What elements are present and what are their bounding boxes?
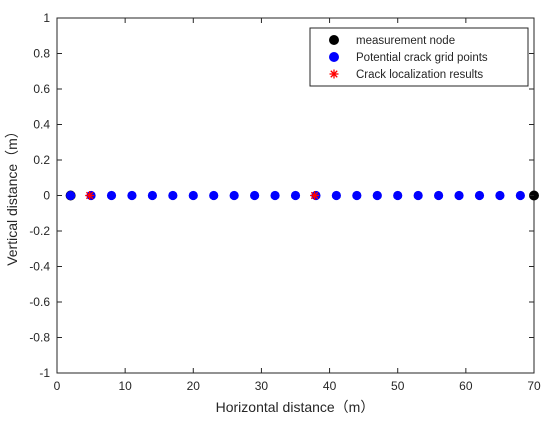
x-tick-label: 40 [323,379,337,393]
x-tick-label: 50 [391,379,405,393]
data-point [106,190,117,201]
legend-label: Potential crack grid points [356,52,488,64]
y-tick-label: -0.2 [29,224,50,238]
y-tick-label: 0.6 [33,82,50,96]
data-point [454,190,464,201]
data-point [270,190,280,201]
y-axis: -1 -0.8 -0.6 -0.4 -0.2 0 0.2 0.4 0.6 0.8 1 [29,11,534,380]
data-point [495,190,505,201]
legend: measurement node Potential crack grid poi… [309,27,529,87]
legend-box [309,27,529,87]
data-marks [65,190,539,201]
data-point [310,191,320,200]
x-tick-label: 0 [54,379,61,393]
data-point [66,190,76,201]
data-point [250,190,260,201]
y-tick-label: 0 [43,189,50,203]
data-point [372,190,382,201]
y-tick-label: -0.8 [29,331,50,345]
legend-marker [329,35,339,45]
data-point [434,190,444,201]
x-axis-title: Horizontal distance（m） [216,399,375,415]
legend-marker [329,52,339,62]
x-axis: 0 10 20 30 40 50 60 70 [54,18,541,393]
x-tick-label: 60 [459,379,473,393]
data-point [188,190,198,201]
y-axis-title: Vertical distance（m） [4,124,20,266]
y-tick-label: 0.8 [33,47,50,61]
data-point [209,190,219,201]
y-tick-label: 0.2 [33,153,50,167]
data-point [413,190,423,201]
series-1 [66,190,525,201]
data-point [393,190,403,201]
data-point [127,190,137,201]
data-point [352,190,362,201]
legend-label: measurement node [356,35,455,47]
data-point [331,190,341,201]
x-tick-label: 30 [255,379,269,393]
data-point [515,190,525,201]
legend-label: Crack localization results [356,69,483,81]
data-point [474,190,485,201]
x-tick-label: 10 [118,379,132,393]
y-tick-label: -0.4 [29,260,50,274]
data-point [229,190,239,201]
y-tick-label: -0.6 [29,295,50,309]
y-tick-label: 1 [43,11,50,25]
x-tick-label: 70 [527,379,541,393]
x-tick-label: 20 [187,379,201,393]
data-point [290,190,301,201]
y-tick-label: -1 [39,366,50,380]
legend-marker [329,69,339,79]
data-point [85,191,95,200]
data-point [168,190,178,201]
y-tick-label: 0.4 [33,118,50,132]
data-point [147,190,157,201]
series-2 [85,191,320,200]
